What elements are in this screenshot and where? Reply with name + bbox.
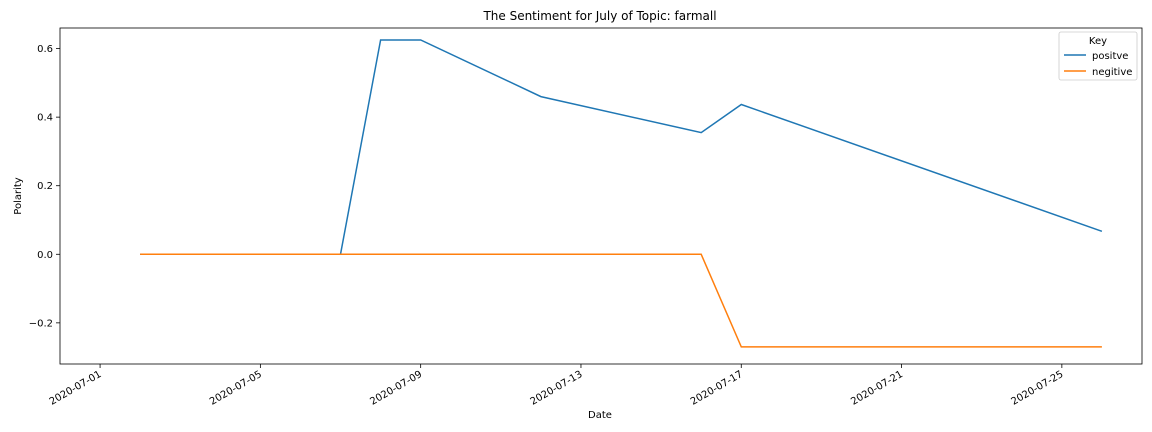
x-tick-label: 2020-07-01 bbox=[48, 369, 104, 408]
y-tick-label: 0.0 bbox=[37, 250, 53, 261]
plot-frame bbox=[59, 27, 1143, 365]
x-axis: 2020-07-01 2020-07-05 2020-07-09 2020-07-13… bbox=[48, 364, 1066, 408]
legend: Key positve negitive bbox=[1058, 31, 1138, 81]
legend-label-negitive: negitive bbox=[1092, 67, 1132, 78]
y-axis-label: Polarity bbox=[13, 177, 24, 215]
y-tick-label: 0.6 bbox=[37, 44, 53, 55]
x-tick-label: 2020-07-21 bbox=[849, 369, 905, 408]
x-tick-label: 2020-07-25 bbox=[1010, 369, 1066, 408]
series-line-positve bbox=[140, 39, 1103, 256]
y-tick-label: 0.4 bbox=[37, 113, 53, 124]
legend-box bbox=[1058, 31, 1138, 81]
x-tick-label: 2020-07-13 bbox=[529, 369, 585, 408]
chart-title: The Sentiment for July of Topic: farmall bbox=[482, 9, 716, 23]
x-tick-label: 2020-07-17 bbox=[689, 369, 745, 408]
y-tick-label: −0.2 bbox=[29, 318, 53, 329]
legend-title: Key bbox=[1089, 36, 1107, 47]
series-line-negitive bbox=[140, 253, 1102, 348]
y-axis: 0.6 0.4 0.2 0.0 −0.2 bbox=[29, 44, 60, 329]
legend-label-positve: positve bbox=[1092, 51, 1128, 62]
y-tick-label: 0.2 bbox=[37, 181, 53, 192]
x-axis-label: Date bbox=[588, 410, 612, 421]
x-tick-label: 2020-07-09 bbox=[368, 369, 424, 408]
plot-marks bbox=[140, 39, 1103, 348]
x-tick-label: 2020-07-05 bbox=[208, 369, 264, 408]
